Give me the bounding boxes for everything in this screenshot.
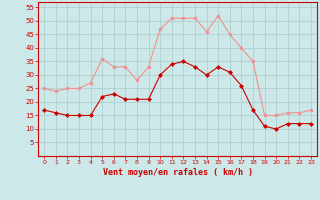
X-axis label: Vent moyen/en rafales ( km/h ): Vent moyen/en rafales ( km/h ) xyxy=(103,168,252,177)
